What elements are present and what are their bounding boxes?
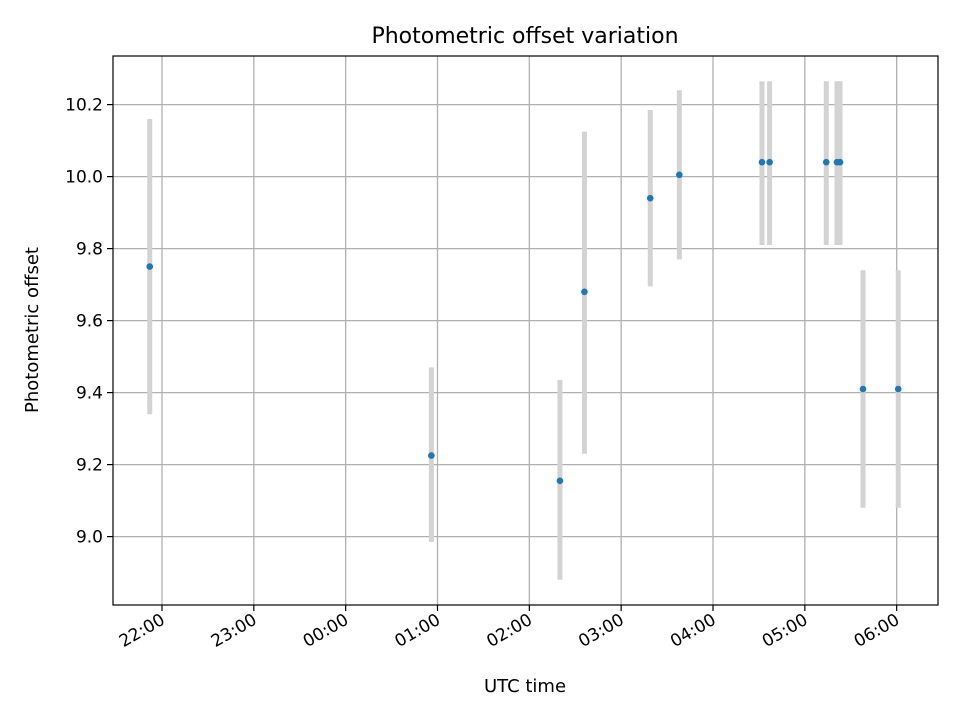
data-point xyxy=(146,263,154,270)
y-axis-label: Photometric offset xyxy=(22,247,43,413)
y-gridlines xyxy=(113,103,938,538)
data-point xyxy=(822,158,830,166)
y-tick-label: 10.0 xyxy=(65,168,103,188)
x-gridlines xyxy=(161,56,898,605)
data-point xyxy=(859,385,867,393)
data-point xyxy=(894,385,902,393)
y-tick-label: 10.2 xyxy=(65,96,103,116)
data-point xyxy=(581,288,588,296)
data-point xyxy=(646,194,654,202)
y-tick-label: 9.4 xyxy=(76,384,103,404)
data-point xyxy=(556,477,564,485)
data-point xyxy=(758,158,766,166)
plot-frame xyxy=(112,55,939,606)
y-tick-label: 9.0 xyxy=(76,528,103,548)
y-tick-label: 9.2 xyxy=(76,456,103,476)
y-axis-ticks: 9.0 9.2 9.4 9.6 9.8 10.0 10.2 xyxy=(65,96,113,548)
data-point xyxy=(766,158,773,166)
plot-area-background xyxy=(113,56,938,605)
data-point xyxy=(428,452,435,459)
x-axis-label: UTC time xyxy=(484,676,566,697)
y-tick-label: 9.8 xyxy=(76,240,103,260)
data-point xyxy=(836,158,844,166)
chart-title: Photometric offset variation xyxy=(371,24,678,49)
y-tick-label: 9.6 xyxy=(76,312,103,332)
data-markers xyxy=(146,158,902,485)
data-point xyxy=(676,171,683,179)
